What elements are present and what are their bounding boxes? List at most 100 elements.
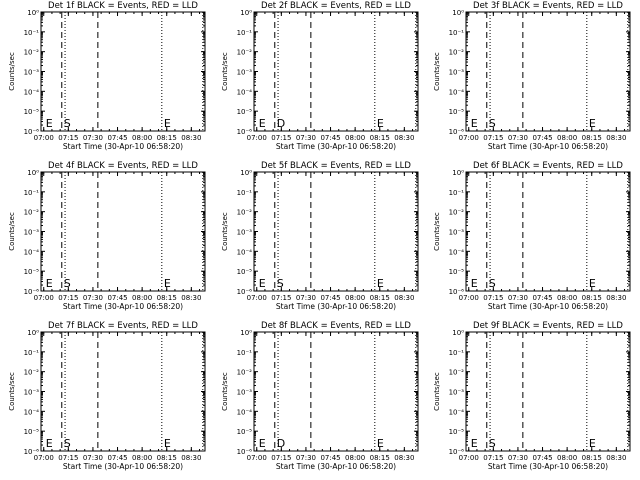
- x-axis-label: Start Time (30-Apr-10 06:58:20): [488, 142, 608, 151]
- y-tick-label: 10⁻¹: [237, 189, 253, 197]
- y-tick-label: 10⁻³: [449, 389, 465, 397]
- y-tick-label: 10⁻³: [237, 229, 253, 237]
- event-marker-label: S: [64, 117, 71, 130]
- plot-title: Det 6f BLACK = Events, RED = LLD: [473, 161, 623, 171]
- y-tick-label: 10⁰: [240, 169, 252, 177]
- event-marker-label: E: [259, 437, 266, 450]
- x-tick-label: 07:45: [532, 454, 552, 462]
- y-axis-label: Counts/sec: [8, 372, 16, 411]
- event-marker-label: D: [277, 117, 285, 130]
- x-tick-label: 07:15: [271, 294, 291, 302]
- y-tick-label: 10⁻⁶: [24, 288, 40, 296]
- y-tick-label: 10⁰: [27, 9, 39, 17]
- x-tick-label: 07:45: [107, 294, 127, 302]
- x-tick-label: 07:30: [83, 454, 103, 462]
- y-axis-label: Counts/sec: [433, 52, 441, 91]
- x-tick-label: 07:15: [58, 454, 78, 462]
- x-tick-label: 08:15: [370, 454, 390, 462]
- x-tick-label: 08:00: [557, 134, 577, 142]
- y-tick-label: 10⁻⁶: [449, 128, 465, 136]
- x-tick-label: 07:45: [320, 294, 340, 302]
- event-marker-label: E: [46, 437, 53, 450]
- y-tick-label: 10⁻⁵: [449, 428, 465, 436]
- event-marker-label: E: [589, 437, 596, 450]
- y-tick-label: 10⁻⁵: [24, 108, 40, 116]
- x-tick-label: 08:15: [582, 134, 602, 142]
- y-tick-label: 10⁻⁴: [24, 88, 40, 96]
- x-tick-label: 07:00: [459, 454, 479, 462]
- x-tick-label: 07:45: [320, 454, 340, 462]
- x-tick-label: 07:15: [483, 134, 503, 142]
- y-tick-label: 10⁻²: [24, 49, 40, 57]
- x-tick-label: 08:15: [157, 134, 177, 142]
- x-tick-label: 07:15: [483, 294, 503, 302]
- y-tick-label: 10⁻¹: [24, 189, 40, 197]
- x-tick-label: 07:15: [271, 454, 291, 462]
- x-tick-label: 08:00: [132, 134, 152, 142]
- y-axis-label: Counts/sec: [433, 212, 441, 251]
- y-tick-label: 10⁻²: [449, 49, 465, 57]
- plot-panel-6: Det 6f BLACK = Events, RED = LLD 10⁰ 10⁻¹ 1…: [433, 161, 631, 311]
- event-marker-label: S: [64, 277, 71, 290]
- plot-frame: [40, 11, 206, 132]
- y-tick-label: 10⁻⁵: [449, 268, 465, 276]
- y-tick-label: 10⁻³: [449, 229, 465, 237]
- y-tick-label: 10⁻⁶: [24, 128, 40, 136]
- event-marker-label: E: [46, 277, 53, 290]
- y-tick-label: 10⁻²: [24, 369, 40, 377]
- y-tick-label: 10⁻³: [237, 389, 253, 397]
- y-tick-label: 10⁰: [27, 169, 39, 177]
- plot-panel-2: Det 2f BLACK = Events, RED = LLD 10⁰ 10⁻¹ 1…: [221, 1, 419, 151]
- y-tick-label: 10⁻⁴: [24, 408, 40, 416]
- y-tick-label: 10⁻¹: [24, 349, 40, 357]
- x-axis-label: Start Time (30-Apr-10 06:58:20): [63, 142, 183, 151]
- x-tick-label: 08:15: [370, 134, 390, 142]
- x-tick-label: 07:00: [459, 134, 479, 142]
- x-tick-label: 08:30: [394, 294, 414, 302]
- x-axis-label: Start Time (30-Apr-10 06:58:20): [276, 462, 396, 471]
- y-tick-label: 10⁻³: [24, 69, 40, 77]
- y-tick-label: 10⁻¹: [237, 29, 253, 37]
- x-tick-label: 08:30: [181, 454, 201, 462]
- y-axis-label: Counts/sec: [8, 52, 16, 91]
- y-tick-label: 10⁻⁶: [449, 448, 465, 456]
- plot-title: Det 8f BLACK = Events, RED = LLD: [261, 321, 411, 331]
- x-axis-label: Start Time (30-Apr-10 06:58:20): [276, 302, 396, 311]
- plot-panel-9: Det 9f BLACK = Events, RED = LLD 10⁰ 10⁻¹ 1…: [433, 321, 631, 471]
- x-tick-label: 07:00: [247, 134, 267, 142]
- x-tick-label: 07:15: [483, 454, 503, 462]
- event-marker-label: E: [259, 277, 266, 290]
- y-tick-label: 10⁻⁵: [237, 268, 253, 276]
- y-tick-label: 10⁻²: [449, 369, 465, 377]
- y-tick-label: 10⁻⁶: [237, 288, 253, 296]
- x-tick-label: 08:15: [582, 454, 602, 462]
- y-tick-label: 10⁻¹: [24, 29, 40, 37]
- y-tick-label: 10⁻¹: [449, 349, 465, 357]
- y-tick-label: 10⁻⁶: [24, 448, 40, 456]
- y-tick-label: 10⁻²: [237, 49, 253, 57]
- y-tick-label: 10⁻⁴: [449, 248, 465, 256]
- x-tick-label: 07:30: [83, 134, 103, 142]
- x-axis-label: Start Time (30-Apr-10 06:58:20): [63, 302, 183, 311]
- x-tick-label: 08:30: [606, 454, 626, 462]
- plot-panel-5: Det 5f BLACK = Events, RED = LLD 10⁰ 10⁻¹ 1…: [221, 161, 419, 311]
- x-tick-label: 08:00: [132, 294, 152, 302]
- plot-panel-3: Det 3f BLACK = Events, RED = LLD 10⁰ 10⁻¹ 1…: [433, 1, 631, 151]
- y-tick-label: 10⁻³: [24, 229, 40, 237]
- y-axis-label: Counts/sec: [221, 372, 229, 411]
- event-marker-label: E: [377, 277, 384, 290]
- event-marker-label: E: [471, 437, 478, 450]
- x-tick-label: 08:30: [394, 134, 414, 142]
- event-marker-label: E: [164, 117, 171, 130]
- event-marker-label: S: [489, 437, 496, 450]
- y-tick-label: 10⁻⁵: [237, 428, 253, 436]
- x-axis-label: Start Time (30-Apr-10 06:58:20): [63, 462, 183, 471]
- plot-frame: [253, 11, 419, 132]
- y-tick-label: 10⁻⁴: [237, 408, 253, 416]
- y-axis-label: Counts/sec: [221, 212, 229, 251]
- y-axis-label: Counts/sec: [433, 372, 441, 411]
- x-tick-label: 07:45: [532, 294, 552, 302]
- x-tick-label: 07:15: [58, 294, 78, 302]
- y-tick-label: 10⁰: [240, 9, 252, 17]
- x-axis-label: Start Time (30-Apr-10 06:58:20): [488, 462, 608, 471]
